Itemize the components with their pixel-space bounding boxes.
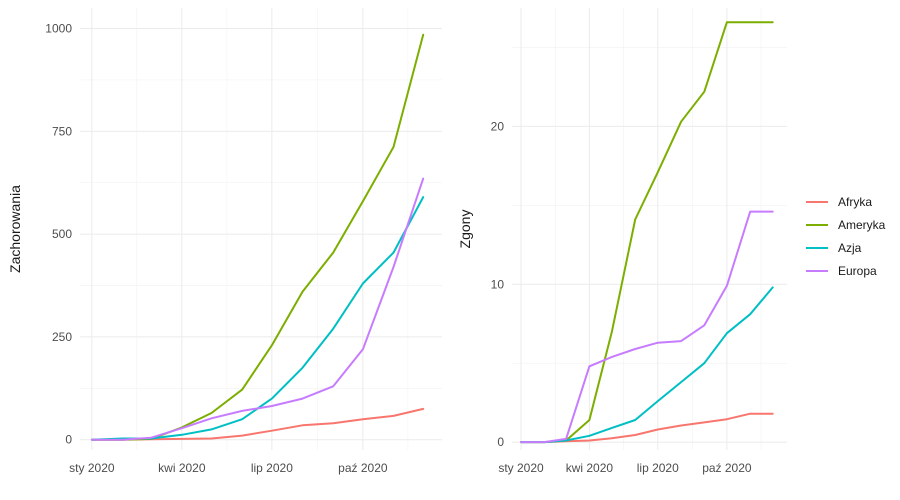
y-axis-title: Zachorowania <box>7 185 23 273</box>
x-tick-label: sty 2020 <box>498 461 544 475</box>
y-tick-label: 500 <box>52 227 72 241</box>
series-line-europa <box>520 210 774 444</box>
series-line-azja <box>520 286 774 444</box>
legend-label-europa: Europa <box>838 264 877 278</box>
panel-cases: 0 250 500 750 1000 sty 2020 kwi 2020 lip 2020 pa… <box>7 8 442 475</box>
legend-label-azja: Azja <box>838 241 862 255</box>
legend-label-afryka: Afryka <box>838 195 872 209</box>
y-tick-label: 250 <box>52 330 72 344</box>
series-line-europa <box>90 177 425 441</box>
series-line-ameryka <box>520 21 774 444</box>
x-tick-label: paź 2020 <box>338 461 388 475</box>
y-axis-title: Zgony <box>457 210 473 249</box>
y-tick-label: 20 <box>491 119 505 133</box>
panel-deaths: 0 10 20 sty 2020 kwi 2020 lip 2020 paź 2020 Zgo… <box>457 8 787 475</box>
y-tick-label: 1000 <box>45 22 72 36</box>
y-tick-label: 0 <box>497 435 504 449</box>
series-line-afryka <box>520 412 774 444</box>
legend: Afryka Ameryka Azja Europa <box>806 195 886 278</box>
series-line-ameryka <box>90 33 425 441</box>
y-tick-label: 0 <box>65 433 72 447</box>
x-tick-label: lip 2020 <box>637 461 679 475</box>
x-tick-label: kwi 2020 <box>566 461 614 475</box>
legend-label-ameryka: Ameryka <box>838 218 886 232</box>
x-tick-label: paź 2020 <box>702 461 752 475</box>
x-tick-label: kwi 2020 <box>158 461 206 475</box>
series-line-afryka <box>90 407 425 441</box>
y-tick-label: 750 <box>52 124 72 138</box>
x-tick-label: lip 2020 <box>251 461 293 475</box>
y-tick-label: 10 <box>491 277 505 291</box>
x-tick-label: sty 2020 <box>69 461 115 475</box>
